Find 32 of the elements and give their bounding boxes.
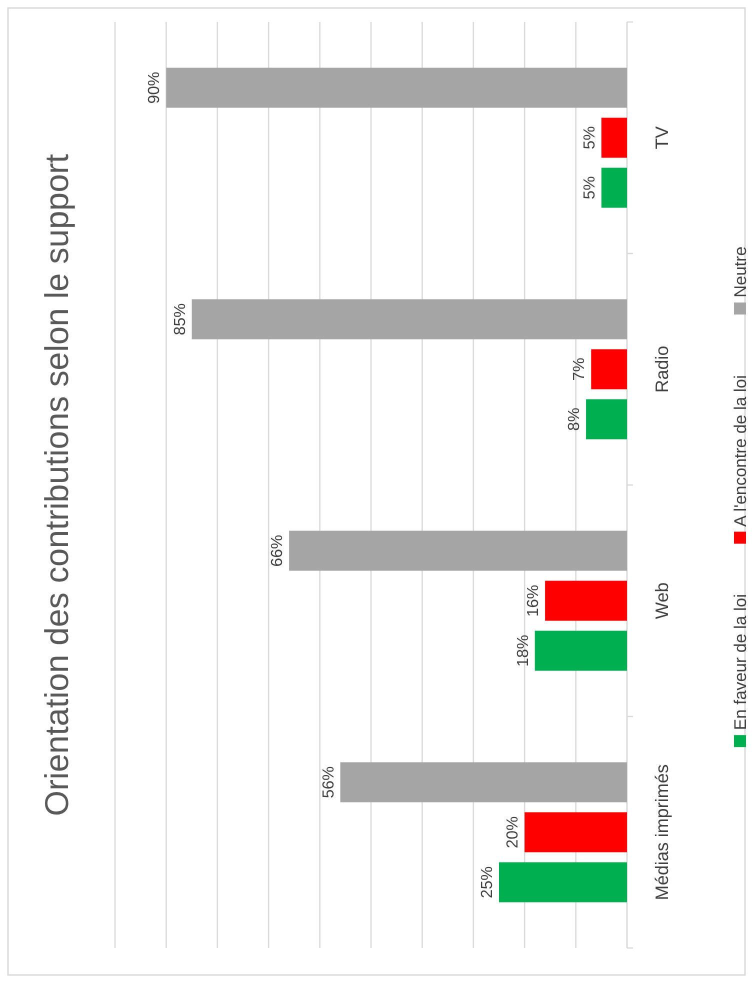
bar	[192, 299, 627, 340]
data-label: 16%	[525, 584, 542, 617]
data-label: 5%	[581, 176, 598, 200]
bar	[601, 118, 627, 158]
bar	[601, 168, 627, 208]
text: Orientation des contributions selon le support	[38, 154, 75, 816]
bar	[545, 580, 627, 621]
bar	[524, 812, 627, 852]
data-label: 5%	[581, 126, 598, 150]
text: En faveur de la loi	[730, 594, 750, 730]
bar	[340, 762, 627, 802]
y-tick-label: Web	[652, 582, 672, 620]
y-tick-label: Radio	[652, 346, 672, 393]
data-label: 7%	[571, 358, 588, 381]
data-label: 90%	[146, 72, 164, 104]
text: A l'encontre de la loi	[730, 375, 750, 527]
text: Neutre	[730, 246, 750, 298]
data-label: 25%	[479, 866, 496, 898]
bar	[534, 630, 627, 671]
data-label: 18%	[514, 634, 532, 667]
data-label: 20%	[504, 816, 522, 848]
bar	[591, 349, 627, 390]
bar	[166, 68, 627, 108]
data-label: 85%	[172, 303, 189, 336]
bar	[499, 862, 627, 902]
data-label: 66%	[269, 534, 286, 567]
data-label: 56%	[320, 766, 338, 798]
y-tick-label: TV	[652, 126, 672, 150]
bar	[586, 399, 627, 440]
bar	[289, 530, 627, 571]
data-label: 8%	[566, 408, 584, 431]
y-tick-label: Médias imprimés	[652, 764, 672, 900]
